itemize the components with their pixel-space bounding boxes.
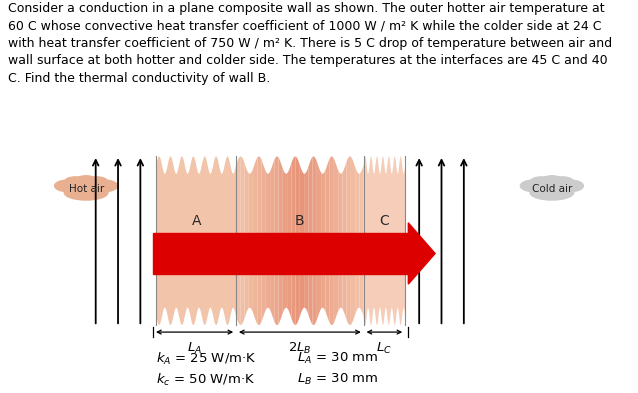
Polygon shape [249, 169, 253, 313]
Polygon shape [334, 159, 338, 323]
Text: $k_c$ = 50 W/m·K: $k_c$ = 50 W/m·K [156, 372, 256, 388]
Polygon shape [338, 170, 343, 311]
Polygon shape [279, 158, 283, 324]
Text: $L_B$ = 30 mm: $L_B$ = 30 mm [297, 372, 378, 387]
Polygon shape [283, 169, 287, 313]
Polygon shape [408, 223, 435, 284]
Text: $2L_B$: $2L_B$ [288, 341, 311, 356]
Ellipse shape [89, 180, 117, 192]
Polygon shape [257, 156, 262, 325]
Text: Consider a conduction in a plane composite wall as shown. The outer hotter air t: Consider a conduction in a plane composi… [8, 2, 612, 85]
Polygon shape [308, 157, 313, 325]
Polygon shape [274, 156, 279, 325]
Polygon shape [295, 156, 300, 325]
Ellipse shape [64, 177, 86, 187]
Polygon shape [317, 162, 321, 320]
Polygon shape [351, 157, 355, 325]
Ellipse shape [540, 176, 563, 187]
Polygon shape [270, 160, 274, 321]
Text: $L_A$: $L_A$ [187, 341, 202, 356]
Polygon shape [266, 171, 270, 310]
Ellipse shape [530, 177, 552, 187]
Ellipse shape [64, 185, 108, 200]
Polygon shape [236, 156, 241, 325]
Text: $k_A$ = 25 W/m·K: $k_A$ = 25 W/m·K [156, 351, 257, 367]
Polygon shape [313, 156, 317, 325]
Polygon shape [355, 167, 359, 314]
Ellipse shape [552, 177, 574, 187]
Polygon shape [364, 156, 405, 325]
Text: C: C [380, 214, 389, 228]
Polygon shape [241, 156, 244, 325]
Polygon shape [359, 165, 364, 316]
Text: B: B [295, 214, 305, 228]
Polygon shape [156, 156, 236, 325]
Polygon shape [300, 165, 304, 316]
Text: A: A [191, 214, 201, 228]
Text: $L_A$ = 30 mm: $L_A$ = 30 mm [297, 351, 378, 365]
Ellipse shape [530, 185, 574, 200]
Ellipse shape [75, 176, 98, 187]
Text: Cold air: Cold air [531, 184, 572, 194]
Text: $L_C$: $L_C$ [376, 341, 392, 356]
Polygon shape [287, 163, 292, 318]
Polygon shape [244, 163, 249, 318]
Polygon shape [253, 158, 257, 324]
Polygon shape [346, 156, 351, 325]
Polygon shape [304, 167, 308, 314]
Polygon shape [321, 170, 325, 311]
Polygon shape [343, 162, 346, 320]
Polygon shape [330, 156, 334, 325]
Polygon shape [325, 159, 330, 323]
Ellipse shape [55, 180, 84, 192]
Ellipse shape [86, 177, 108, 187]
Bar [153, 233, 408, 274]
Polygon shape [262, 160, 266, 321]
Text: Hot air: Hot air [68, 184, 104, 194]
Ellipse shape [554, 180, 583, 192]
Polygon shape [292, 156, 295, 325]
Ellipse shape [521, 180, 549, 192]
